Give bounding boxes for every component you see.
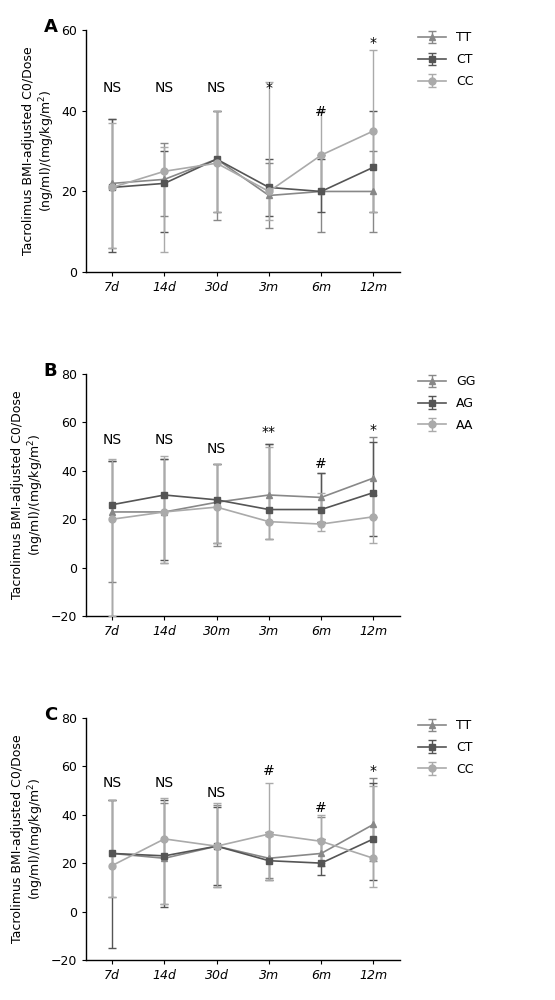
Text: NS: NS	[155, 433, 174, 447]
Text: *: *	[370, 36, 377, 50]
Text: NS: NS	[155, 81, 174, 95]
Text: NS: NS	[155, 776, 174, 790]
Text: NS: NS	[207, 786, 226, 800]
Text: *: *	[370, 423, 377, 437]
Text: NS: NS	[103, 776, 122, 790]
Y-axis label: Tacrolimus BMI-adjusted C0/Dose
(ng/ml)/(mg/kg/m$^2$): Tacrolimus BMI-adjusted C0/Dose (ng/ml)/…	[11, 735, 47, 943]
Text: B: B	[44, 362, 57, 380]
Legend: TT, CT, CC: TT, CT, CC	[418, 719, 473, 776]
Text: #: #	[315, 801, 327, 815]
Legend: TT, CT, CC: TT, CT, CC	[418, 31, 473, 88]
Text: NS: NS	[103, 433, 122, 447]
Text: NS: NS	[103, 81, 122, 95]
Text: *: *	[265, 81, 273, 95]
Text: C: C	[44, 706, 57, 724]
Text: NS: NS	[207, 81, 226, 95]
Y-axis label: Tacrolimus BMI-adjusted C0/Dose
(ng/ml)/(mg/kg/m$^2$): Tacrolimus BMI-adjusted C0/Dose (ng/ml)/…	[11, 391, 47, 599]
Text: NS: NS	[207, 442, 226, 456]
Legend: GG, AG, AA: GG, AG, AA	[418, 375, 476, 432]
Y-axis label: Tacrolimus BMI-adjusted C0/Dose
(ng/ml)/(mg/kg/m$^2$): Tacrolimus BMI-adjusted C0/Dose (ng/ml)/…	[22, 47, 57, 255]
Text: #: #	[315, 457, 327, 471]
Text: #: #	[315, 105, 327, 119]
Text: **: **	[262, 425, 276, 439]
Text: *: *	[370, 764, 377, 778]
Text: #: #	[263, 764, 275, 778]
Text: A: A	[44, 18, 58, 36]
